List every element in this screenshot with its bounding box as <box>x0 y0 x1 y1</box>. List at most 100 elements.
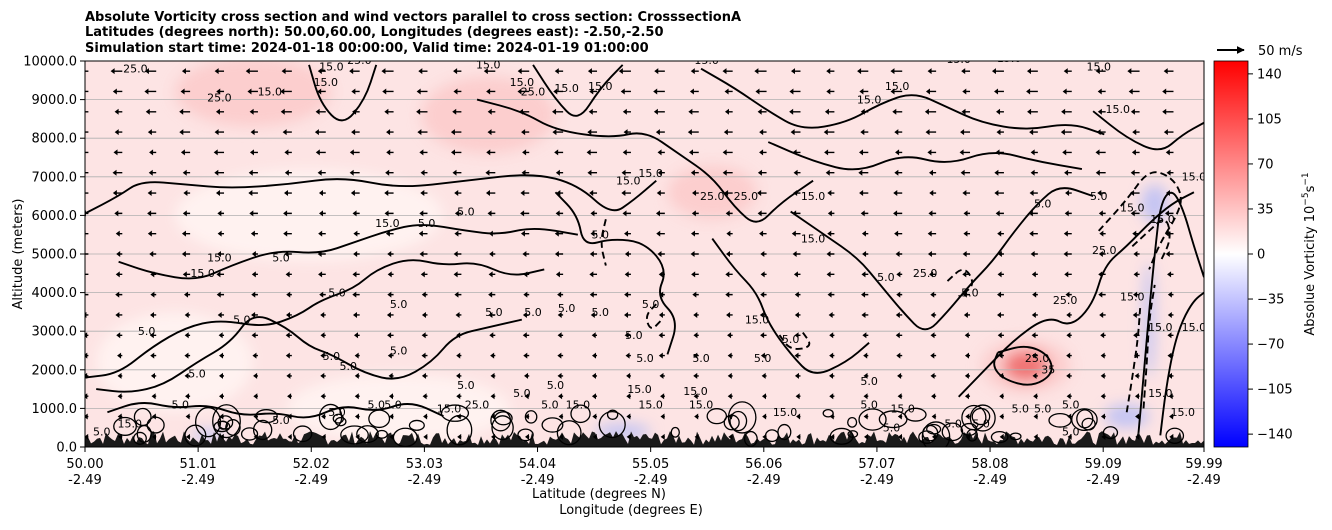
wind-vector-3-24 <box>897 372 903 379</box>
wind-vector-18-26 <box>961 68 971 75</box>
wind-vector-6-1 <box>115 311 123 318</box>
wind-vector-18-21 <box>791 68 801 75</box>
contour-label-18: 15.0 <box>638 167 663 180</box>
wind-vector-17-9 <box>382 88 394 95</box>
wind-vector-8-0 <box>85 273 89 276</box>
wind-vector-9-9 <box>387 251 394 257</box>
wind-vector-16-15 <box>588 108 598 115</box>
wind-vector-7-29 <box>1065 291 1072 298</box>
wind-vector-0-21 <box>796 433 801 440</box>
wind-vector-8-13 <box>523 271 530 278</box>
wind-vector-12-15 <box>589 190 598 197</box>
wind-vector-10-21 <box>791 230 801 237</box>
terrain-contour-blob-51 <box>878 410 908 429</box>
contour-label-31: 5.0 <box>457 205 475 218</box>
wind-vector-5-0 <box>85 332 89 339</box>
plot-area: 25.025.0 15.015.015.025.0 15.015.025.0 15.0… <box>85 54 1204 447</box>
wind-vector-2-11 <box>456 393 462 400</box>
wind-vector-4-12 <box>490 352 496 359</box>
wind-vector-4-11 <box>456 352 462 359</box>
wind-vector-10-11 <box>454 230 462 237</box>
wind-vector-5-20 <box>760 332 767 339</box>
contour-label-13: 15.0 <box>885 80 910 93</box>
terrain-contour-blob-57 <box>829 427 854 445</box>
x-tick-label-lat-4: 54.04 <box>519 457 556 472</box>
wind-vector-1-23 <box>863 413 869 420</box>
wind-vector-8-22 <box>826 271 835 278</box>
contour-label-35: 5.0 <box>272 252 290 265</box>
contour-label-91: 5.0 <box>883 422 901 435</box>
wind-vector-13-4 <box>214 169 225 176</box>
wind-vector-14-22 <box>824 149 835 156</box>
contour-line-24 <box>1142 284 1156 409</box>
wind-vector-15-3 <box>179 129 191 136</box>
wind-vector-3-27 <box>999 372 1004 379</box>
wind-vector-5-28 <box>1031 332 1038 339</box>
wind-vector-17-24 <box>890 88 903 95</box>
contour-line-3 <box>96 316 523 393</box>
wind-vector-6-20 <box>759 311 767 318</box>
wind-vector-11-14 <box>555 210 564 217</box>
wind-vector-17-16 <box>620 88 631 95</box>
wind-vector-13-8 <box>349 169 360 176</box>
wind-vector-14-14 <box>554 149 564 156</box>
wind-vector-3-0 <box>85 372 89 379</box>
wind-vector-10-10 <box>418 230 428 237</box>
wind-vector-0-0 <box>85 433 89 440</box>
wind-vector-0-18 <box>694 433 699 440</box>
wind-vector-3-11 <box>456 372 462 379</box>
x-tick-label-lon-10: -2.49 <box>1187 473 1221 488</box>
contour-label-5: 25.0 <box>347 54 372 67</box>
wind-vector-15-1 <box>114 129 123 136</box>
wind-vector-0-11 <box>457 433 462 440</box>
contour-line-2 <box>85 259 545 379</box>
wind-vector-2-0 <box>85 393 89 400</box>
wind-vector-3-31 <box>1134 372 1140 379</box>
contour-label-30: 5.0 <box>418 217 436 230</box>
wind-vector-18-8 <box>349 68 360 75</box>
contour-label-21: 25.0 <box>734 190 759 203</box>
wind-vector-18-9 <box>381 68 394 75</box>
wind-vector-8-9 <box>387 271 394 278</box>
wind-vector-11-1 <box>114 210 123 217</box>
wind-vector-14-28 <box>1030 149 1038 156</box>
wind-vector-10-4 <box>217 230 225 237</box>
terrain-contour-blob-26 <box>858 408 887 431</box>
wind-vector-6-2 <box>150 311 157 318</box>
wind-vector-10-22 <box>827 230 835 237</box>
wind-vector-14-25 <box>927 149 937 156</box>
y-tick-label-6: 6000.0 <box>32 209 78 224</box>
wind-vector-13-19 <box>722 169 733 176</box>
wind-vector-8-6 <box>285 271 292 278</box>
wind-vector-6-23 <box>861 311 869 318</box>
contour-label-25: 5.0 <box>1090 190 1108 203</box>
contour-label-77: 15.0 <box>638 398 663 411</box>
wind-vector-9-24 <box>895 251 903 257</box>
wind-vector-7-10 <box>421 291 428 298</box>
contour-line-1 <box>118 224 579 280</box>
contour-label-50: 5.0 <box>93 425 111 438</box>
contour-line-13 <box>958 191 1195 398</box>
terrain-contour-blob-29 <box>727 401 757 434</box>
wind-vector-18-32 <box>1163 68 1174 75</box>
wind-vector-3-12 <box>490 372 496 379</box>
wind-vector-6-26 <box>963 311 971 318</box>
contour-label-9: 15.0 <box>554 82 579 95</box>
wind-vector-10-32 <box>1164 230 1174 237</box>
wind-vector-6-0 <box>85 311 89 318</box>
wind-vector-14-17 <box>657 149 665 156</box>
y-tick-label-4: 4000.0 <box>32 286 78 301</box>
wind-vector-18-5 <box>245 68 258 75</box>
wind-vector-15-30 <box>1096 129 1106 136</box>
wind-vector-8-19 <box>725 271 733 278</box>
wind-vector-15-26 <box>960 129 971 136</box>
wind-vector-7-5 <box>251 291 258 298</box>
wind-vector-0-31 <box>1135 433 1140 440</box>
wind-vector-2-9 <box>389 393 394 400</box>
wind-vector-5-15 <box>591 332 598 339</box>
wind-vector-12-8 <box>350 190 360 197</box>
field-hotspot-4 <box>1003 350 1049 382</box>
contour-line-4 <box>107 402 444 419</box>
contour-label-89: 5.0 <box>1062 398 1080 411</box>
x-tick-label-lat-10: 59.99 <box>1185 457 1222 472</box>
